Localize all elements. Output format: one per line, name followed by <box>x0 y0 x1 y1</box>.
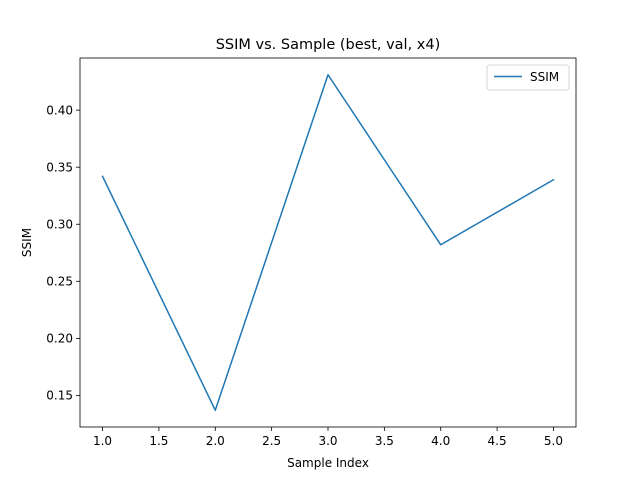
axes-frame <box>79 57 577 428</box>
series-line-ssim <box>101 74 555 411</box>
y-tick-label: 0.35 <box>46 160 73 174</box>
y-axis-label: SSIM <box>20 228 34 257</box>
x-tick-label: 2.0 <box>206 434 225 448</box>
x-tick-label: 3.0 <box>318 434 337 448</box>
x-tick-label: 1.0 <box>93 434 112 448</box>
series-layer <box>101 74 555 411</box>
x-tick-label: 4.5 <box>488 434 507 448</box>
y-tick-label: 0.25 <box>46 275 73 289</box>
y-tick-label: 0.40 <box>46 103 73 117</box>
x-tick-label: 4.0 <box>431 434 450 448</box>
x-axis-label: Sample Index <box>287 456 369 470</box>
x-tick-label: 2.5 <box>262 434 281 448</box>
legend: SSIM <box>486 64 570 91</box>
x-tick-label: 5.0 <box>544 434 563 448</box>
plot-area <box>80 58 576 427</box>
y-tick-label: 0.30 <box>46 218 73 232</box>
x-axis-ticks: 1.0 1.5 2.0 2.5 3.0 3.5 4.0 4.5 5.0 <box>93 427 563 448</box>
x-tick-label: 1.5 <box>149 434 168 448</box>
x-tick-label: 3.5 <box>375 434 394 448</box>
legend-label-ssim: SSIM <box>530 70 559 84</box>
y-tick-label: 0.20 <box>46 332 73 346</box>
y-axis-ticks: 0.15 0.20 0.25 0.30 0.35 0.40 <box>46 103 80 403</box>
chart-title: SSIM vs. Sample (best, val, x4) <box>216 37 441 53</box>
y-tick-label: 0.15 <box>46 389 73 403</box>
legend-box <box>486 64 570 91</box>
